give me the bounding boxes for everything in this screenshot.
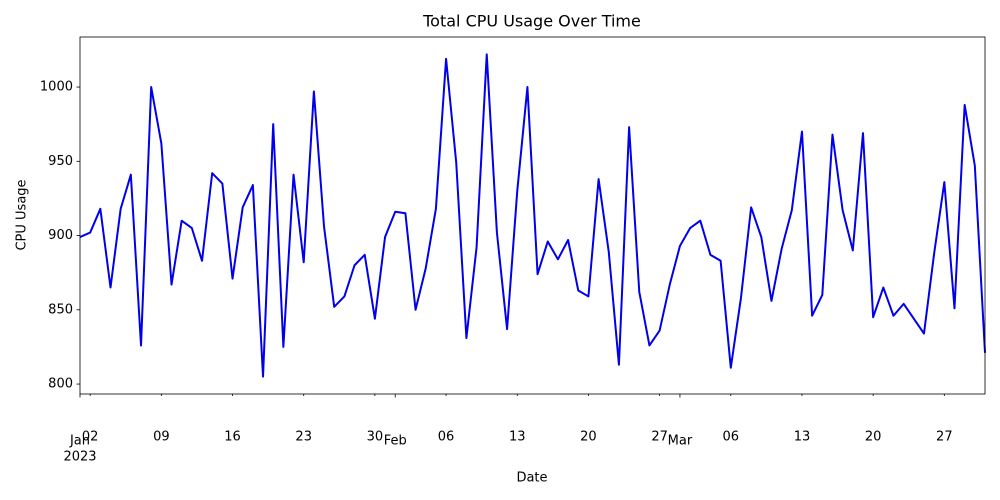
plot-frame <box>79 36 986 395</box>
y-tick-label: 1000 <box>40 80 73 95</box>
chart-title: Total CPU Usage Over Time <box>422 12 641 31</box>
y-tick-label: 800 <box>48 377 73 392</box>
x-month-label: Jan <box>69 434 90 449</box>
y-tick-label: 900 <box>48 228 73 243</box>
y-tick-label: 950 <box>48 154 73 169</box>
x-tick-label: 20 <box>580 430 597 445</box>
x-month-label: Mar <box>668 434 693 449</box>
x-tick-label: 06 <box>723 430 740 445</box>
x-tick-label: 13 <box>794 430 811 445</box>
x-tick-label: 16 <box>224 430 241 445</box>
x-tick-label: 09 <box>153 430 170 445</box>
data-line <box>79 53 986 378</box>
x-tick-label: 23 <box>295 430 312 445</box>
x-year-label: 2023 <box>63 450 96 465</box>
y-tick-label: 850 <box>48 302 73 317</box>
x-tick-label: 27 <box>936 430 953 445</box>
x-tick-label: 27 <box>651 430 668 445</box>
x-tick-label: 06 <box>438 430 455 445</box>
x-tick-label: 13 <box>509 430 526 445</box>
y-axis-label: CPU Usage <box>15 179 30 250</box>
x-month-label: Feb <box>384 434 407 449</box>
x-axis-label: Date <box>516 471 547 486</box>
x-tick-label: 30 <box>367 430 384 445</box>
x-tick-label: 20 <box>865 430 882 445</box>
x-tick-label: 02 <box>82 430 99 445</box>
